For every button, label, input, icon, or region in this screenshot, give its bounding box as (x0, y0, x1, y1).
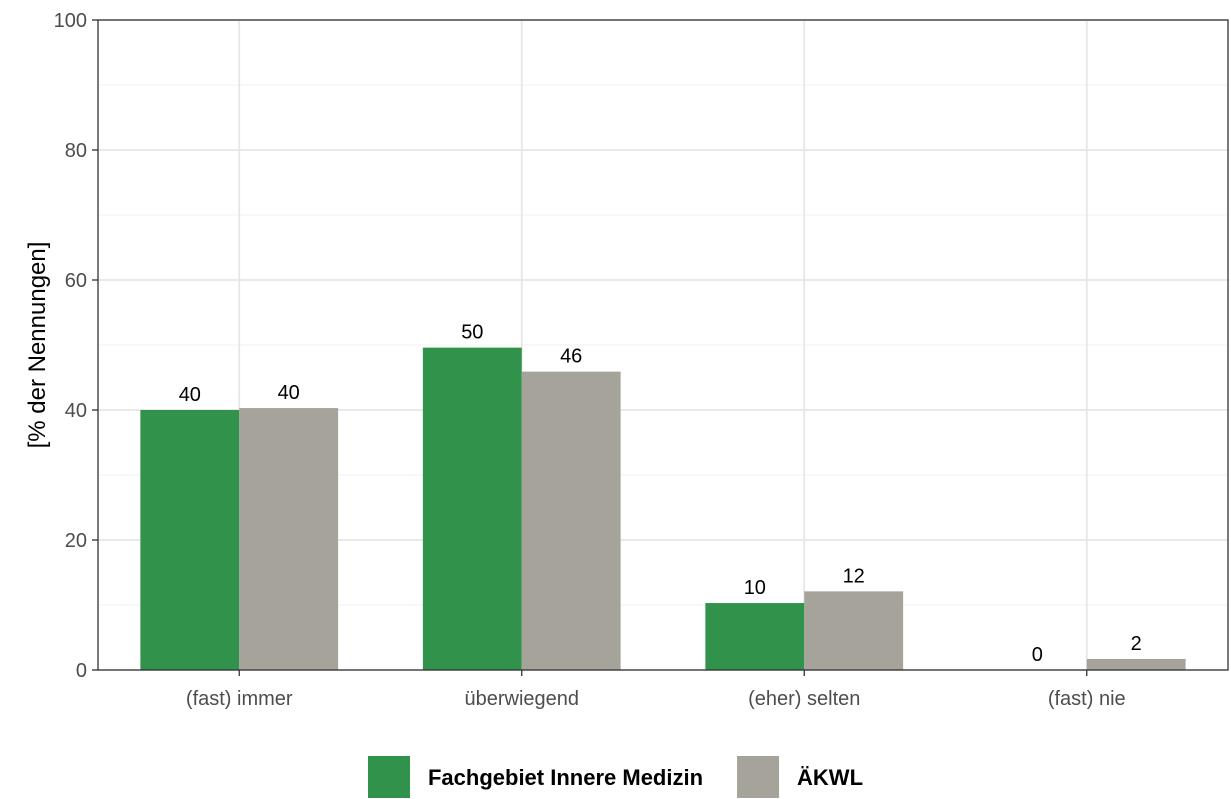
legend-label: Fachgebiet Innere Medizin (428, 765, 703, 790)
legend-swatch (367, 756, 410, 798)
bar (705, 603, 805, 670)
legend-swatch (737, 756, 780, 798)
plot-panel-border (97, 19, 1229, 671)
y-tick-label: 80 (65, 140, 87, 162)
legend-label: ÄKWL (797, 765, 863, 790)
bar-value-label: 0 (1032, 644, 1043, 666)
x-tick-label: (fast) nie (1048, 688, 1126, 710)
bar (1086, 658, 1186, 670)
data-labels: 40 50 10 0 40 46 12 2 (179, 322, 1142, 666)
y-tick-label: 40 (65, 400, 87, 422)
bar-value-label: 50 (461, 322, 483, 344)
y-tick-label: 60 (65, 270, 87, 292)
bars (140, 347, 1186, 670)
x-tick-label: (eher) selten (748, 688, 860, 710)
bar-value-label: 12 (843, 565, 865, 587)
y-tick-label: 0 (76, 660, 87, 682)
y-tick-label: 20 (65, 530, 87, 552)
bar-value-label: 10 (744, 577, 766, 599)
y-tick-label: 100 (54, 10, 87, 32)
bar-value-label: 40 (278, 382, 300, 404)
x-tick-label: überwiegend (464, 688, 579, 710)
bar (239, 408, 339, 670)
bar (140, 410, 240, 670)
bar-value-label: 46 (560, 346, 582, 368)
bar (804, 591, 904, 670)
bar-value-label: 2 (1131, 633, 1142, 655)
y-axis-title: [% der Nennungen] (24, 242, 51, 449)
bar (422, 347, 522, 670)
legend-item: ÄKWL (737, 756, 863, 798)
bar (521, 371, 621, 670)
legend-item: Fachgebiet Innere Medizin (367, 756, 703, 798)
legend: Fachgebiet Innere Medizin ÄKWL (367, 756, 863, 798)
x-tick-label: (fast) immer (186, 688, 293, 710)
bar-value-label: 40 (179, 384, 201, 406)
